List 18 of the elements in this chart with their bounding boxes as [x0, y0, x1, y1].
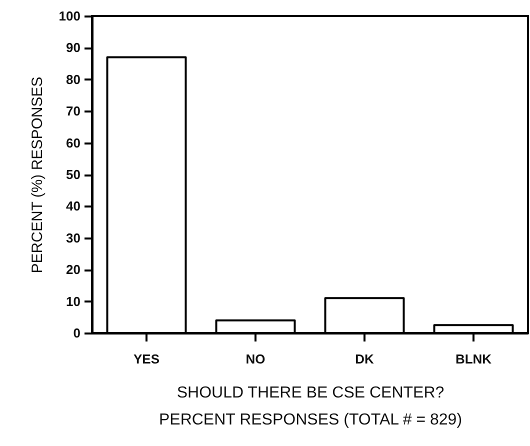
x-axis-title: SHOULD THERE BE CSE CENTER?: [176, 384, 444, 402]
y-tick-label: 90: [66, 40, 80, 56]
y-tick-label: 70: [66, 104, 80, 119]
y-tick-label: 60: [66, 135, 80, 150]
y-tick-label: 20: [66, 262, 80, 278]
text: PERCENT RESPONSES (TOTAL # = 829): [158, 412, 462, 428]
y-tick-label: 0: [73, 326, 80, 340]
y-tick-label: 100: [58, 8, 80, 24]
y-tick-label: 80: [66, 72, 80, 87]
x-tick-label: DK: [355, 352, 374, 366]
y-tick-label: 50: [66, 167, 80, 182]
x-tick-label: BLNK: [455, 352, 492, 366]
x-tick-label: NO: [246, 352, 266, 366]
x-tick-label: YES: [133, 352, 160, 366]
y-tick-label: 10: [66, 294, 80, 309]
y-axis-title: PERCENT (%) RESPONSES: [28, 76, 46, 274]
y-tick-label: 40: [66, 198, 80, 214]
y-tick-label: 30: [66, 230, 80, 246]
